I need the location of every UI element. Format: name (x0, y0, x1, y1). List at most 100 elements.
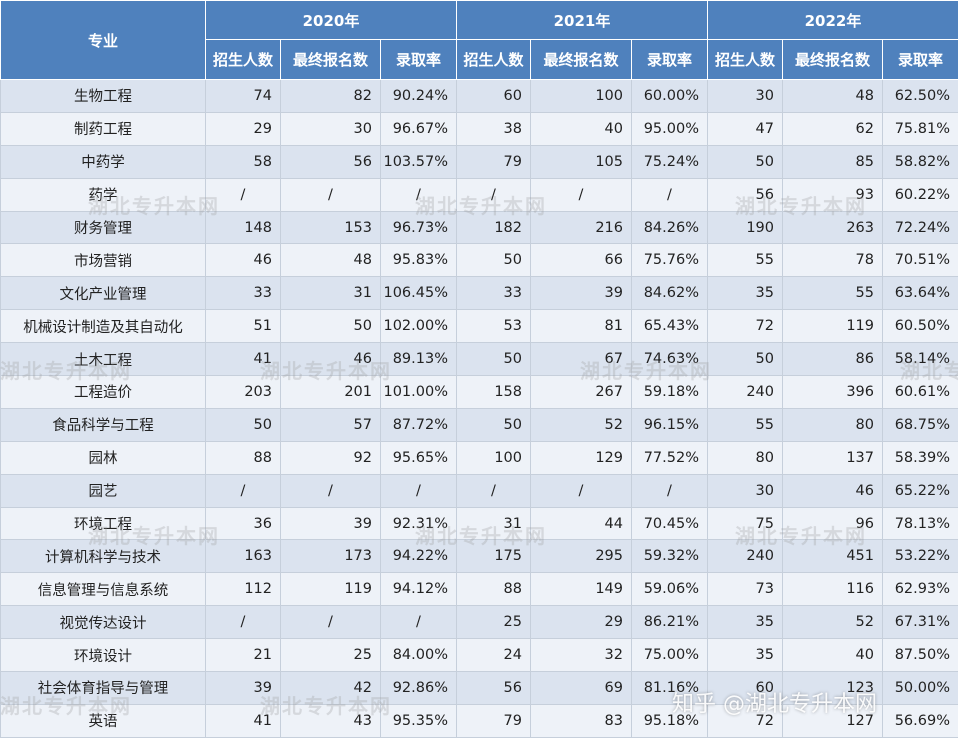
year-header-2022: 2022年 (707, 0, 958, 40)
applicants-cell: 92 (280, 440, 381, 475)
enrollment-cell: / (456, 473, 531, 508)
applicants-cell: 85 (782, 144, 883, 179)
applicants-cell: 216 (530, 210, 632, 245)
enrollment-cell: / (456, 177, 531, 212)
enrollment-cell: 24 (456, 638, 531, 673)
applicants-cell: 40 (530, 111, 632, 146)
applicants-cell: 44 (530, 506, 632, 541)
admission-rate-cell: / (380, 177, 457, 212)
major-name: 工程造价 (0, 375, 206, 409)
admission-rate-cell: / (631, 473, 708, 508)
table-row: 社会体育指导与管理 39 42 92.86% 56 69 81.16% 60 123 50.00% (0, 671, 958, 705)
applicants-cell: 39 (530, 276, 632, 311)
enrollment-cell: 55 (707, 407, 783, 442)
enrollment-cell: 41 (205, 703, 281, 738)
enrollment-cell: 88 (456, 572, 531, 607)
admission-rate-cell: 59.32% (631, 539, 708, 574)
applicants-cell: 31 (280, 276, 381, 311)
admission-rate-cell: 72.24% (882, 210, 958, 245)
enrollment-cell: 56 (456, 671, 531, 705)
applicants-cell: 52 (782, 605, 883, 640)
enrollment-cell: 240 (707, 375, 783, 409)
enrollment-cell: 51 (205, 309, 281, 344)
table-row: 市场营销 46 48 95.83% 50 66 75.76% 55 78 70.51% (0, 243, 958, 278)
subheader-applicants: 最终报名数 (280, 39, 381, 80)
enrollment-cell: 75 (707, 506, 783, 541)
applicants-cell: 137 (782, 440, 883, 475)
applicants-cell: 43 (280, 703, 381, 738)
major-name: 园艺 (0, 473, 206, 508)
major-name: 中药学 (0, 144, 206, 179)
admission-rate-cell: 50.00% (882, 671, 958, 705)
applicants-cell: / (530, 177, 632, 212)
major-name: 生物工程 (0, 79, 206, 113)
admission-rate-cell: 60.00% (631, 79, 708, 113)
admission-rate-cell: 95.65% (380, 440, 457, 475)
applicants-cell: / (280, 473, 381, 508)
applicants-cell: 48 (280, 243, 381, 278)
enrollment-cell: 30 (707, 473, 783, 508)
major-name: 制药工程 (0, 111, 206, 146)
major-name: 机械设计制造及其自动化 (0, 309, 206, 344)
year-header-2020: 2020年 (205, 0, 457, 40)
applicants-cell: 149 (530, 572, 632, 607)
applicants-cell: 52 (530, 407, 632, 442)
enrollment-cell: 148 (205, 210, 281, 245)
applicants-cell: 96 (782, 506, 883, 541)
table-body: 生物工程 74 82 90.24% 60 100 60.00% 30 48 62.50% 制药工程 2… (0, 79, 958, 738)
applicants-cell: 66 (530, 243, 632, 278)
major-name: 园林 (0, 440, 206, 475)
admission-rate-cell: 75.24% (631, 144, 708, 179)
applicants-cell: 46 (782, 473, 883, 508)
admission-rate-cell: 74.63% (631, 342, 708, 377)
applicants-cell: 82 (280, 79, 381, 113)
admission-rate-cell: 87.50% (882, 638, 958, 673)
enrollment-cell: 29 (205, 111, 281, 146)
admission-rate-cell: 60.22% (882, 177, 958, 212)
admission-rate-cell: 60.61% (882, 375, 958, 409)
table-row: 机械设计制造及其自动化 51 50 102.00% 53 81 65.43% 72 119 60.… (0, 309, 958, 344)
admission-rate-cell: 68.75% (882, 407, 958, 442)
applicants-cell: 39 (280, 506, 381, 541)
major-name: 药学 (0, 177, 206, 212)
admission-rate-cell: 70.45% (631, 506, 708, 541)
enrollment-cell: 72 (707, 703, 783, 738)
table-row: 园林 88 92 95.65% 100 129 77.52% 80 137 58.39% (0, 440, 958, 475)
applicants-cell: 100 (530, 79, 632, 113)
enrollment-cell: 30 (707, 79, 783, 113)
subheader-enrollment: 招生人数 (707, 39, 783, 80)
enrollment-cell: 190 (707, 210, 783, 245)
major-name: 环境工程 (0, 506, 206, 541)
applicants-cell: 119 (280, 572, 381, 607)
major-name: 社会体育指导与管理 (0, 671, 206, 705)
table-row: 中药学 58 56 103.57% 79 105 75.24% 50 85 58.82% (0, 144, 958, 179)
subheader-enrollment: 招生人数 (205, 39, 281, 80)
enrollment-cell: 175 (456, 539, 531, 574)
admission-rate-cell: / (631, 177, 708, 212)
table-row: 制药工程 29 30 96.67% 38 40 95.00% 47 62 75.81% (0, 111, 958, 146)
admission-rate-cell: 94.22% (380, 539, 457, 574)
table-row: 工程造价 203 201 101.00% 158 267 59.18% 240 396 60.61… (0, 375, 958, 409)
admission-rate-cell: 67.31% (882, 605, 958, 640)
admission-rate-cell: 58.82% (882, 144, 958, 179)
enrollment-cell: 79 (456, 144, 531, 179)
applicants-cell: / (280, 177, 381, 212)
applicants-cell: 56 (280, 144, 381, 179)
enrollment-cell: 25 (456, 605, 531, 640)
admission-rate-cell: 106.45% (380, 276, 457, 311)
applicants-cell: 127 (782, 703, 883, 738)
admission-rate-cell: 84.26% (631, 210, 708, 245)
admission-rate-cell: / (380, 605, 457, 640)
enrollment-cell: 50 (707, 144, 783, 179)
applicants-cell: 48 (782, 79, 883, 113)
enrollment-cell: 182 (456, 210, 531, 245)
admission-rate-cell: 103.57% (380, 144, 457, 179)
applicants-cell: 25 (280, 638, 381, 673)
enrollment-cell: 47 (707, 111, 783, 146)
admission-rate-cell: 96.73% (380, 210, 457, 245)
admission-rate-cell: / (380, 473, 457, 508)
admission-rate-cell: 96.67% (380, 111, 457, 146)
enrollment-cell: 21 (205, 638, 281, 673)
major-name: 市场营销 (0, 243, 206, 278)
